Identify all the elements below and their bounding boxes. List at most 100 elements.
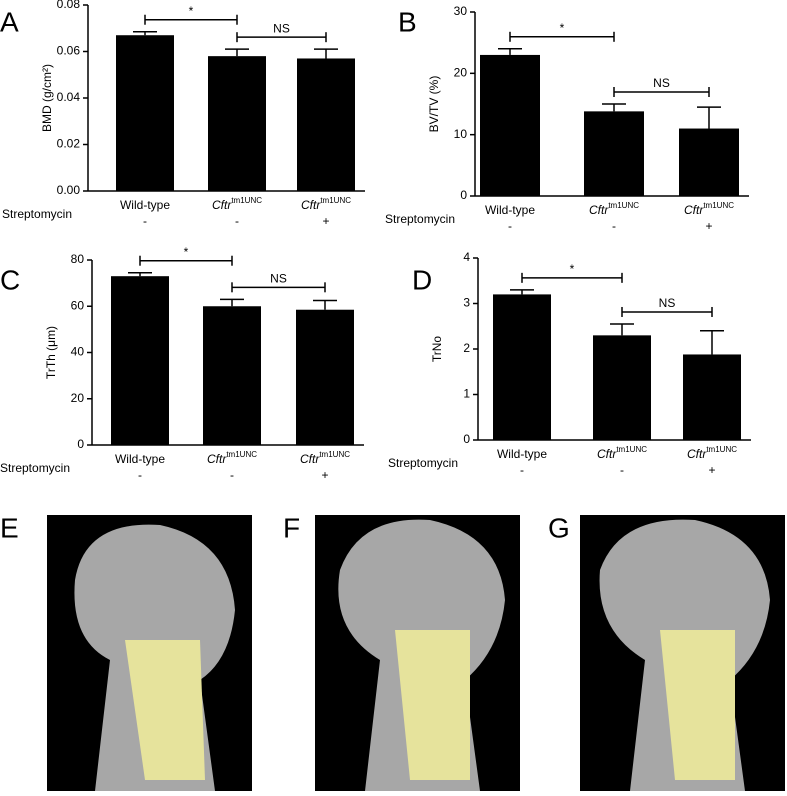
x-tick-label: Cftrtm1UNC [687, 445, 737, 461]
treatment: - [230, 468, 234, 482]
x-tick-label: Wild-type [115, 452, 165, 466]
error-bar [510, 289, 534, 295]
error-bar [133, 30, 157, 36]
error-bar [128, 271, 152, 277]
significance-label: * [570, 262, 575, 276]
y-tick-label: 1 [463, 387, 470, 401]
bar [679, 128, 739, 196]
panel-letter: G [548, 512, 570, 543]
bar [208, 56, 266, 192]
y-tick-label: 40 [71, 345, 85, 359]
panel-letter: C [0, 264, 20, 295]
bar [203, 306, 261, 445]
y-tick-label: 0 [463, 432, 470, 446]
image-e [47, 515, 252, 791]
category-superscript: tm1UNC [616, 445, 647, 454]
significance-label: NS [270, 271, 287, 285]
y-tick-label: 10 [454, 127, 468, 141]
row-label: Streptomycin [2, 207, 72, 221]
category-name: Cftr [687, 447, 707, 461]
error-bar [220, 298, 244, 307]
x-tick-label: Wild-type [497, 447, 547, 461]
treatment: + [322, 214, 329, 228]
treatment: - [143, 214, 147, 228]
category-superscript: tm1UNC [706, 445, 737, 454]
significance-label: * [189, 4, 194, 18]
x-tick-label: Cftrtm1UNC [684, 201, 734, 217]
y-tick-label: 0.00 [57, 183, 81, 197]
x-tick-label: Cftrtm1UNC [212, 196, 262, 212]
y-tick-label: 0 [77, 437, 84, 451]
category-name: Cftr [597, 447, 617, 461]
error-bar [313, 299, 337, 310]
y-tick-label: 30 [454, 4, 468, 18]
category-name: Wild-type [120, 198, 170, 212]
row-label: Streptomycin [385, 212, 455, 226]
bar [296, 309, 354, 445]
category-name: Cftr [300, 452, 320, 466]
y-tick-label: 0.08 [57, 0, 81, 11]
y-axis-label: BMD (g/cm²) [40, 64, 54, 132]
y-tick-label: 0.04 [57, 90, 81, 104]
y-tick-label: 4 [463, 250, 470, 264]
bar [683, 354, 741, 440]
treatment: - [508, 219, 512, 233]
x-tick-label: Cftrtm1UNC [300, 450, 350, 466]
category-superscript: tm1UNC [319, 450, 350, 459]
treatment: + [705, 219, 712, 233]
category-name: Cftr [207, 452, 227, 466]
panel-letter: F [283, 512, 300, 543]
panel-letter: E [0, 512, 19, 543]
significance-label: NS [653, 76, 670, 90]
treatment: - [138, 468, 142, 482]
treatment: - [235, 214, 239, 228]
treatment: - [612, 219, 616, 233]
y-tick-label: 20 [454, 66, 468, 80]
treatment: - [620, 463, 624, 477]
category-name: Cftr [301, 198, 321, 212]
error-bar [498, 48, 522, 55]
error-bar [610, 323, 634, 336]
x-tick-label: Cftrtm1UNC [207, 450, 257, 466]
bar [480, 54, 540, 196]
image-f [315, 515, 520, 791]
category-name: Wild-type [115, 452, 165, 466]
y-tick-label: 80 [71, 252, 85, 266]
significance-label: * [184, 245, 189, 259]
panel-letter: D [412, 264, 432, 295]
category-superscript: tm1UNC [231, 196, 262, 205]
error-bar [697, 106, 721, 129]
x-tick-label: Cftrtm1UNC [589, 201, 639, 217]
y-tick-label: 3 [463, 296, 470, 310]
bar [297, 58, 355, 191]
category-name: Wild-type [485, 203, 535, 217]
row-label: Streptomycin [388, 456, 458, 470]
treatment: + [321, 468, 328, 482]
category-superscript: tm1UNC [608, 201, 639, 210]
bar [116, 35, 174, 191]
significance-label: * [560, 21, 565, 35]
bar [593, 335, 651, 440]
bar [584, 111, 644, 196]
x-tick-label: Cftrtm1UNC [597, 445, 647, 461]
y-tick-label: 60 [71, 298, 85, 312]
bar [493, 294, 551, 440]
error-bar [602, 103, 626, 112]
significance-label: NS [273, 21, 290, 35]
category-name: Cftr [589, 203, 609, 217]
y-tick-label: 0.02 [57, 137, 81, 151]
y-tick-label: 0.06 [57, 44, 81, 58]
x-tick-label: Wild-type [485, 203, 535, 217]
y-tick-label: 2 [463, 341, 470, 355]
row-label: Streptomycin [0, 461, 70, 475]
panel-letter: A [0, 6, 19, 37]
treatment: - [520, 463, 524, 477]
x-tick-label: Wild-type [120, 198, 170, 212]
category-name: Cftr [212, 198, 232, 212]
category-superscript: tm1UNC [226, 450, 257, 459]
category-superscript: tm1UNC [703, 201, 734, 210]
category-name: Wild-type [497, 447, 547, 461]
panel-letter: B [398, 6, 417, 37]
y-tick-label: 0 [460, 188, 467, 202]
